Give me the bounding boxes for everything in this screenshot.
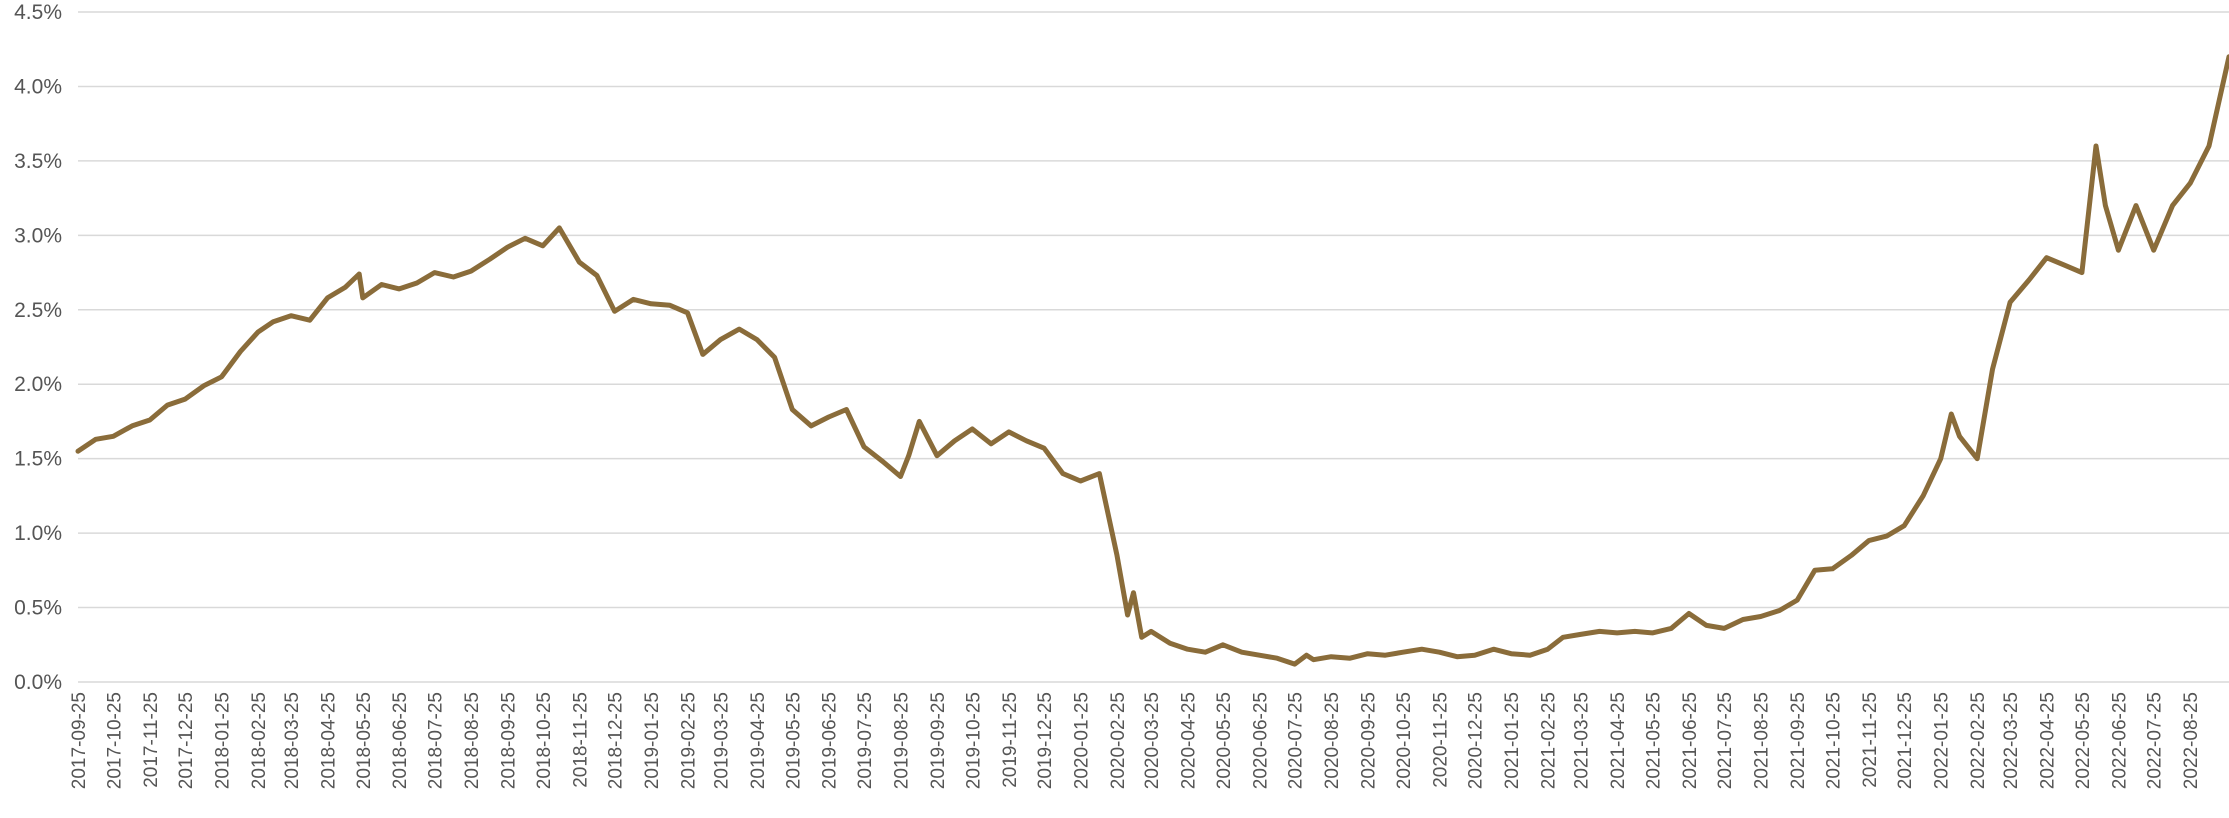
- x-tick-label: 2019-07-25: [855, 692, 876, 789]
- x-tick-label: 2020-11-25: [1430, 692, 1451, 788]
- x-tick-label: 2018-04-25: [318, 692, 339, 789]
- series-layer: [75, 54, 2229, 667]
- x-tick-label: 2020-08-25: [1322, 692, 1343, 789]
- x-tick-label: 2019-09-25: [928, 692, 949, 789]
- x-tick-label: 2017-12-25: [176, 692, 197, 789]
- y-tick-label: 1.5%: [14, 448, 62, 471]
- x-tick-label: 2020-09-25: [1359, 692, 1380, 789]
- x-tick-label: 2021-10-25: [1823, 692, 1844, 789]
- x-tick-label: 2019-03-25: [711, 692, 732, 789]
- x-tick-label: 2017-09-25: [69, 692, 90, 789]
- x-tick-label: 2018-08-25: [462, 692, 483, 789]
- x-tick-label: 2017-10-25: [104, 692, 125, 789]
- x-tick-label: 2020-03-25: [1142, 692, 1163, 789]
- x-tick-label: 2020-07-25: [1286, 692, 1307, 789]
- x-tick-label: 2020-06-25: [1250, 692, 1271, 789]
- x-tick-label: 2021-12-25: [1895, 692, 1916, 789]
- x-tick-label: 2018-11-25: [570, 692, 591, 788]
- x-tick-label: 2022-08-25: [2181, 692, 2202, 789]
- x-tick-label: 2018-07-25: [426, 692, 447, 789]
- x-axis-ticks: 2017-09-25 2017-10-25 2017-11-25 2017-12-25…: [69, 692, 2202, 789]
- y-tick-label: 0.5%: [14, 597, 62, 620]
- x-tick-label: 2019-01-25: [642, 692, 663, 789]
- x-tick-label: 2022-07-25: [2145, 692, 2166, 789]
- y-tick-label: 4.0%: [14, 75, 62, 98]
- x-tick-label: 2020-12-25: [1466, 692, 1487, 789]
- x-tick-label: 2018-09-25: [498, 692, 519, 789]
- x-tick-label: 2020-10-25: [1394, 692, 1415, 789]
- x-tick-label: 2019-05-25: [783, 692, 804, 789]
- x-tick-label: 2018-06-25: [390, 692, 411, 789]
- x-tick-label: 2021-05-25: [1643, 692, 1664, 789]
- x-tick-label: 2021-04-25: [1608, 692, 1629, 789]
- x-tick-label: 2018-12-25: [606, 692, 627, 789]
- y-tick-label: 3.5%: [14, 150, 62, 173]
- x-tick-label: 2019-08-25: [892, 692, 913, 789]
- x-tick-label: 2021-06-25: [1680, 692, 1701, 789]
- x-tick-label: 2017-11-25: [141, 692, 162, 788]
- x-tick-label: 2021-02-25: [1539, 692, 1560, 789]
- x-tick-label: 2020-02-25: [1108, 692, 1129, 789]
- x-tick-label: 2018-10-25: [534, 692, 555, 789]
- x-tick-label: 2018-01-25: [213, 692, 234, 789]
- x-tick-label: 2022-02-25: [1968, 692, 1989, 789]
- y-tick-label: 2.5%: [14, 299, 62, 322]
- y-tick-label: 4.5%: [14, 1, 62, 24]
- x-tick-label: 2021-07-25: [1715, 692, 1736, 789]
- x-tick-label: 2022-05-25: [2073, 692, 2094, 789]
- x-tick-label: 2021-01-25: [1502, 692, 1523, 789]
- x-tick-label: 2020-01-25: [1072, 692, 1093, 789]
- x-tick-label: 2022-06-25: [2109, 692, 2130, 789]
- y-tick-label: 1.0%: [14, 522, 62, 545]
- x-tick-label: 2020-05-25: [1214, 692, 1235, 789]
- x-tick-label: 2019-12-25: [1035, 692, 1056, 789]
- gridlines: [78, 11, 2229, 683]
- x-tick-label: 2021-11-25: [1860, 692, 1881, 788]
- x-tick-label: 2019-11-25: [1000, 692, 1021, 788]
- x-tick-label: 2018-05-25: [354, 692, 375, 789]
- x-tick-label: 2019-10-25: [963, 692, 984, 789]
- x-tick-label: 2022-01-25: [1932, 692, 1953, 789]
- x-tick-label: 2019-02-25: [679, 692, 700, 789]
- x-tick-label: 2019-04-25: [748, 692, 769, 789]
- x-tick-label: 2022-04-25: [2038, 692, 2059, 789]
- x-tick-label: 2019-06-25: [820, 692, 841, 789]
- x-tick-label: 2021-08-25: [1752, 692, 1773, 789]
- y-tick-label: 2.0%: [14, 373, 62, 396]
- x-tick-label: 2018-03-25: [282, 692, 303, 789]
- x-tick-label: 2022-03-25: [2001, 692, 2022, 789]
- x-tick-label: 2021-03-25: [1572, 692, 1593, 789]
- x-tick-label: 2021-09-25: [1788, 692, 1809, 789]
- y-axis-ticks: 0.0% 0.5% 1.0% 1.5% 2.0% 2.5% 3.0% 3.5% 4.0% 4.5%: [14, 1, 62, 694]
- x-tick-label: 2018-02-25: [249, 692, 270, 789]
- y-tick-label: 3.0%: [14, 224, 62, 247]
- y-tick-label: 0.0%: [14, 671, 62, 694]
- series-line: [75, 54, 2229, 667]
- x-tick-label: 2020-04-25: [1179, 692, 1200, 789]
